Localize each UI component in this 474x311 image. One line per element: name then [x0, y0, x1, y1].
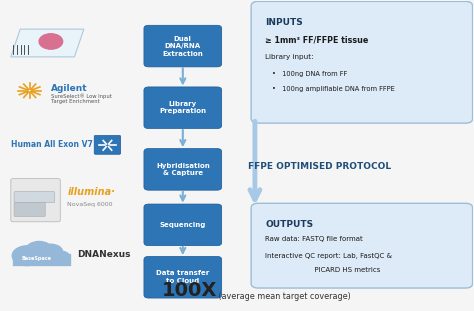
- Text: PICARD HS metrics: PICARD HS metrics: [265, 267, 381, 273]
- FancyBboxPatch shape: [251, 203, 473, 288]
- Text: SureSelect® Low Input: SureSelect® Low Input: [51, 94, 112, 99]
- Text: Raw data: FASTQ file format: Raw data: FASTQ file format: [265, 236, 363, 242]
- Text: •   100ng amplifiable DNA from FFPE: • 100ng amplifiable DNA from FFPE: [273, 86, 395, 91]
- Text: (average mean target coverage): (average mean target coverage): [216, 292, 351, 301]
- Text: Human All Exon V7: Human All Exon V7: [11, 140, 93, 149]
- Bar: [13, 254, 70, 265]
- FancyBboxPatch shape: [251, 1, 473, 123]
- Text: illumina·: illumina·: [67, 188, 115, 197]
- Circle shape: [39, 244, 63, 260]
- Text: OUTPUTS: OUTPUTS: [265, 220, 313, 229]
- Text: Sequencing: Sequencing: [160, 222, 206, 228]
- Text: INPUTS: INPUTS: [265, 18, 303, 27]
- FancyBboxPatch shape: [144, 257, 222, 298]
- Circle shape: [12, 246, 42, 266]
- FancyBboxPatch shape: [94, 136, 120, 154]
- Text: ≥ 1mm³ FF/FFPE tissue: ≥ 1mm³ FF/FFPE tissue: [265, 35, 369, 44]
- FancyBboxPatch shape: [14, 202, 45, 216]
- Text: Library
Preparation: Library Preparation: [159, 101, 206, 114]
- Text: Dual
DNA/RNA
Extraction: Dual DNA/RNA Extraction: [163, 35, 203, 57]
- FancyBboxPatch shape: [14, 192, 55, 203]
- Text: Target Enrichment: Target Enrichment: [51, 99, 100, 104]
- FancyBboxPatch shape: [11, 179, 60, 222]
- Circle shape: [51, 251, 70, 263]
- Text: 100X: 100X: [162, 281, 217, 300]
- Text: Library input:: Library input:: [265, 54, 314, 60]
- Text: DNANexus: DNANexus: [77, 250, 130, 259]
- Text: FFPE OPTIMISED PROTOCOL: FFPE OPTIMISED PROTOCOL: [248, 162, 391, 171]
- Text: Interactive QC report: Lab, FastQC &: Interactive QC report: Lab, FastQC &: [265, 253, 392, 258]
- FancyBboxPatch shape: [144, 149, 222, 190]
- Text: NovaSeq 6000: NovaSeq 6000: [67, 202, 113, 207]
- Text: BaseSpace: BaseSpace: [22, 256, 52, 261]
- FancyBboxPatch shape: [144, 25, 222, 67]
- Text: Agilent: Agilent: [51, 84, 88, 93]
- Circle shape: [39, 34, 63, 49]
- Text: Hybridisation
& Capture: Hybridisation & Capture: [156, 163, 210, 176]
- Text: Data transfer
to Cloud: Data transfer to Cloud: [156, 271, 210, 284]
- Circle shape: [26, 242, 52, 259]
- FancyBboxPatch shape: [144, 204, 222, 246]
- Text: •   100ng DNA from FF: • 100ng DNA from FF: [273, 71, 347, 77]
- Polygon shape: [11, 29, 84, 57]
- FancyBboxPatch shape: [144, 87, 222, 128]
